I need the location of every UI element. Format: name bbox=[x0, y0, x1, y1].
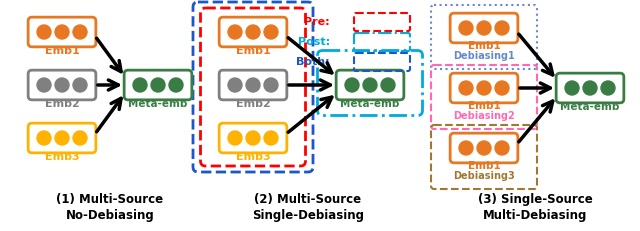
Circle shape bbox=[246, 25, 260, 39]
Circle shape bbox=[459, 81, 473, 95]
Text: Emb1: Emb1 bbox=[468, 101, 500, 111]
FancyBboxPatch shape bbox=[28, 123, 96, 153]
Text: Meta-emb: Meta-emb bbox=[340, 99, 400, 109]
FancyBboxPatch shape bbox=[28, 17, 96, 47]
FancyBboxPatch shape bbox=[219, 70, 287, 100]
Text: Debiasing2: Debiasing2 bbox=[453, 111, 515, 121]
Text: Emb3: Emb3 bbox=[45, 152, 79, 162]
FancyBboxPatch shape bbox=[28, 70, 96, 100]
Circle shape bbox=[477, 81, 491, 95]
Circle shape bbox=[73, 25, 87, 39]
Circle shape bbox=[495, 81, 509, 95]
Circle shape bbox=[583, 81, 597, 95]
FancyBboxPatch shape bbox=[336, 70, 404, 100]
Circle shape bbox=[495, 141, 509, 155]
FancyBboxPatch shape bbox=[450, 133, 518, 163]
Circle shape bbox=[55, 131, 69, 145]
Text: Emb1: Emb1 bbox=[468, 161, 500, 171]
Circle shape bbox=[169, 78, 183, 92]
Circle shape bbox=[264, 131, 278, 145]
Circle shape bbox=[228, 25, 242, 39]
Circle shape bbox=[363, 78, 377, 92]
Circle shape bbox=[151, 78, 165, 92]
Circle shape bbox=[55, 78, 69, 92]
FancyBboxPatch shape bbox=[219, 123, 287, 153]
Circle shape bbox=[228, 78, 242, 92]
Circle shape bbox=[381, 78, 395, 92]
Circle shape bbox=[264, 25, 278, 39]
Circle shape bbox=[495, 21, 509, 35]
Circle shape bbox=[246, 131, 260, 145]
Circle shape bbox=[37, 131, 51, 145]
Circle shape bbox=[73, 131, 87, 145]
Text: Emb2: Emb2 bbox=[236, 99, 270, 109]
Circle shape bbox=[133, 78, 147, 92]
Circle shape bbox=[73, 78, 87, 92]
Circle shape bbox=[459, 141, 473, 155]
Circle shape bbox=[459, 21, 473, 35]
Text: Debiasing1: Debiasing1 bbox=[453, 51, 515, 61]
Text: Meta-emb: Meta-emb bbox=[128, 99, 188, 109]
Circle shape bbox=[264, 78, 278, 92]
Circle shape bbox=[477, 21, 491, 35]
Text: Emb1: Emb1 bbox=[45, 46, 79, 56]
Text: Emb1: Emb1 bbox=[236, 46, 270, 56]
Circle shape bbox=[246, 78, 260, 92]
Circle shape bbox=[565, 81, 579, 95]
Text: Emb1: Emb1 bbox=[468, 41, 500, 51]
Text: Pre:: Pre: bbox=[305, 17, 330, 27]
Text: Emb2: Emb2 bbox=[45, 99, 79, 109]
FancyBboxPatch shape bbox=[556, 73, 624, 103]
Circle shape bbox=[37, 25, 51, 39]
FancyBboxPatch shape bbox=[450, 73, 518, 103]
FancyBboxPatch shape bbox=[219, 17, 287, 47]
FancyBboxPatch shape bbox=[450, 13, 518, 43]
Circle shape bbox=[228, 131, 242, 145]
Circle shape bbox=[345, 78, 359, 92]
Text: (3) Single-Source
Multi-Debiasing: (3) Single-Source Multi-Debiasing bbox=[477, 193, 593, 222]
Text: Debiasing3: Debiasing3 bbox=[453, 171, 515, 181]
Circle shape bbox=[601, 81, 615, 95]
Text: Meta-emb: Meta-emb bbox=[560, 102, 620, 112]
FancyBboxPatch shape bbox=[124, 70, 192, 100]
Text: (2) Multi-Source
Single-Debiasing: (2) Multi-Source Single-Debiasing bbox=[252, 193, 364, 222]
Text: Both:: Both: bbox=[296, 57, 330, 67]
Circle shape bbox=[55, 25, 69, 39]
Circle shape bbox=[37, 78, 51, 92]
Text: Post:: Post: bbox=[298, 37, 330, 47]
Circle shape bbox=[477, 141, 491, 155]
Text: (1) Multi-Source
No-Debiasing: (1) Multi-Source No-Debiasing bbox=[56, 193, 164, 222]
Text: Emb3: Emb3 bbox=[236, 152, 270, 162]
